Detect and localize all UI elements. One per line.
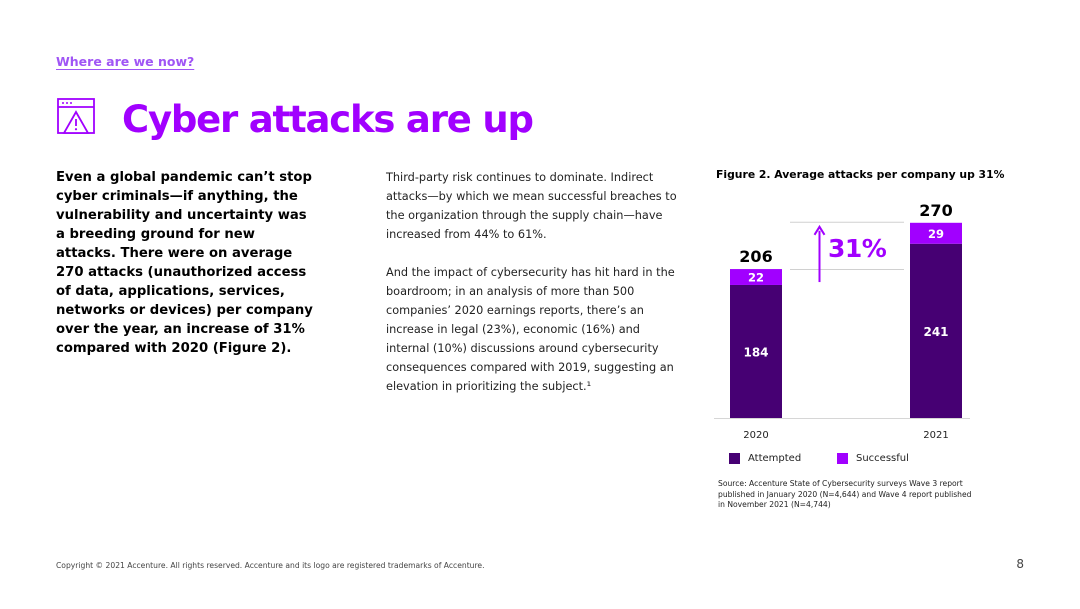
legend-swatch-successful (837, 453, 848, 464)
legend-swatch-attempted (729, 453, 740, 464)
legend-label-attempted: Attempted (748, 453, 802, 464)
x-tick-label-2021: 2021 (923, 430, 948, 441)
total-label-2021: 270 (919, 201, 952, 220)
legend-label-successful: Successful (856, 453, 909, 464)
browser-warning-icon (57, 98, 95, 134)
increase-arrow-head (813, 224, 826, 236)
increase-label: 31% (828, 234, 887, 263)
x-tick-label-2020: 2020 (743, 430, 768, 441)
legend-item-successful: Successful (837, 453, 909, 464)
data-label-attempted-2021: 241 (923, 325, 948, 339)
page-title: Cyber attacks are up (122, 98, 534, 141)
data-label-attempted-2020: 184 (743, 345, 768, 359)
bar-attempted-2020 (730, 284, 782, 418)
data-label-successful-2021: 29 (928, 227, 944, 241)
copyright-notice: Copyright © 2021 Accenture. All rights r… (56, 561, 485, 570)
chart-legend: Attempted Successful (729, 453, 909, 464)
bar-attempted-2021 (910, 243, 962, 418)
data-label-successful-2020: 22 (748, 271, 764, 285)
stacked-bar-chart: 184 22 206 2020 241 29 270 2021 31% (714, 201, 970, 441)
total-label-2020: 206 (739, 247, 772, 266)
section-link[interactable]: Where are we now? (56, 54, 195, 69)
body-paragraph-2: And the impact of cybersecurity has hit … (386, 266, 675, 393)
figure-source: Source: Accenture State of Cybersecurity… (718, 479, 972, 509)
bar-successful-2020 (730, 269, 782, 285)
page-number: 8 (1016, 557, 1024, 571)
bar-successful-2021 (910, 222, 962, 244)
body-column: Third-party risk continues to dominate. … (386, 168, 681, 415)
body-paragraph-1: Third-party risk continues to dominate. … (386, 171, 677, 241)
legend-item-attempted: Attempted (729, 453, 837, 464)
figure-title: Figure 2. Average attacks per company up… (716, 168, 1005, 181)
lead-paragraph: Even a global pandemic can’t stop cyber … (56, 170, 313, 356)
